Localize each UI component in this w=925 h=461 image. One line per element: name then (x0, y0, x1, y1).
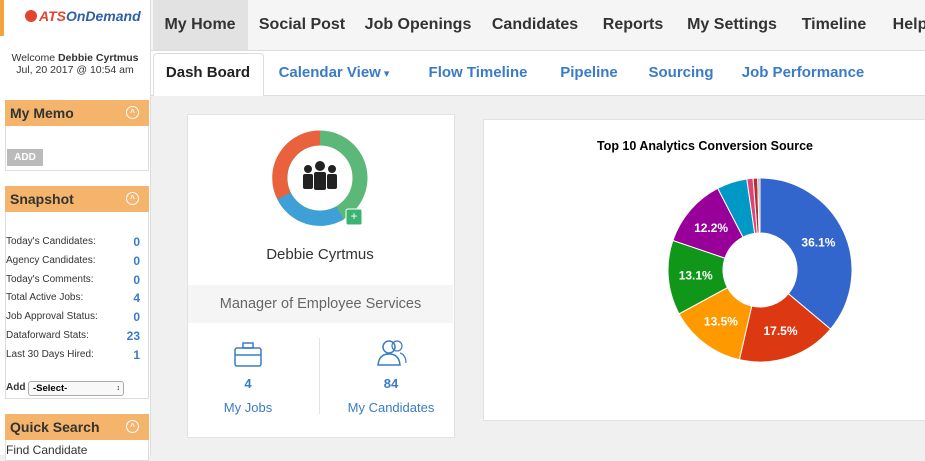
collapse-icon[interactable]: ^ (126, 192, 139, 205)
candidates-icon (377, 340, 407, 366)
add-select[interactable]: -Select- ↕ (28, 381, 124, 396)
avatar: + (272, 130, 368, 226)
memo-header[interactable]: My Memo ^ (5, 100, 149, 126)
snapshot-value[interactable]: 1 (133, 347, 140, 362)
nav-item[interactable]: Social Post (258, 16, 346, 33)
date: Jul, 20 2017 @ 10:54 am (16, 64, 134, 76)
slice-label: 36.1% (801, 236, 835, 250)
pie-slice (757, 177, 761, 234)
quick-search-title: Quick Search (10, 419, 100, 435)
sub-nav-item[interactable]: Job Performance (741, 64, 865, 81)
slice-label: 12.2% (694, 221, 728, 235)
add-label: Add (6, 382, 26, 393)
snapshot-label: Job Approval Status: (6, 311, 98, 323)
snapshot-label: Last 30 Days Hired: (6, 348, 94, 360)
collapse-icon[interactable]: ^ (126, 420, 139, 433)
logo-icon (25, 10, 37, 22)
profile-role: Manager of Employee Services (188, 285, 453, 323)
sub-nav (151, 51, 925, 96)
stat-label[interactable]: My Candidates (347, 400, 435, 415)
quick-search-header[interactable]: Quick Search ^ (5, 414, 149, 440)
snapshot-value[interactable]: 0 (133, 272, 140, 287)
snapshot-label: Today's Candidates: (6, 236, 96, 247)
nav-item[interactable]: Timeline (801, 16, 867, 33)
logo[interactable]: ATSOnDemand (25, 8, 141, 24)
snapshot-body (5, 212, 149, 399)
find-candidate[interactable]: Find Candidate (6, 443, 88, 457)
sub-nav-item[interactable]: Calendar View ▾ (278, 64, 390, 81)
active-tab (153, 53, 264, 96)
nav-item[interactable]: My Home (164, 16, 236, 33)
snapshot-label: Total Active Jobs: (6, 292, 84, 304)
user-name: Debbie Cyrtmus (57, 52, 139, 64)
nav-item[interactable]: Reports (602, 16, 664, 33)
dropdown-caret: ▾ (380, 68, 390, 80)
profile-name: Debbie Cyrtmus (266, 246, 374, 263)
greeting: Welcome (11, 52, 56, 64)
pie-slice (759, 177, 853, 330)
collapse-icon[interactable]: ^ (126, 106, 139, 119)
memo-add-button[interactable]: ADD (7, 149, 43, 166)
snapshot-label: Dataforward Stats: (6, 330, 89, 341)
active-nav-bg (153, 0, 248, 50)
people-icon (303, 161, 337, 190)
plus: + (350, 209, 357, 223)
slice-label: 13.1% (679, 268, 713, 282)
add-photo[interactable] (345, 208, 363, 226)
top-nav (151, 0, 925, 51)
sub-nav-item[interactable]: Flow Timeline (428, 64, 528, 81)
memo-title: My Memo (10, 105, 74, 121)
select-text: -Select- (33, 383, 68, 394)
snapshot-label: Today's Comments: (6, 273, 94, 285)
logo-brand2: OnDemand (65, 8, 141, 24)
nav-item[interactable]: Job Openings (364, 16, 472, 33)
stat-value[interactable]: 4 (244, 376, 252, 391)
snapshot-value[interactable]: 0 (133, 235, 140, 249)
divider (319, 338, 320, 414)
edge-accent (0, 0, 4, 36)
nav-item[interactable]: Candidates (491, 16, 579, 33)
snapshot-label: Agency Candidates: (6, 254, 96, 266)
stat-value[interactable]: 84 (383, 376, 399, 391)
nav-item[interactable]: My Settings (687, 16, 777, 33)
sub-nav-item[interactable]: Dash Board (165, 64, 251, 81)
snapshot-title: Snapshot (10, 191, 74, 207)
snapshot-value[interactable]: 4 (133, 291, 140, 306)
slice-label: 17.5% (763, 324, 797, 338)
slice-label: 13.5% (704, 314, 738, 328)
snapshot-header[interactable]: Snapshot ^ (5, 186, 149, 212)
snapshot-value[interactable]: 0 (133, 253, 140, 268)
chart: Top 10 Analytics Conversion Source 36.1%… (597, 139, 853, 363)
snapshot-value[interactable]: 0 (133, 310, 140, 325)
avatar-ring (272, 130, 321, 200)
sub-nav-item[interactable]: Pipeline (560, 64, 618, 81)
nav-item[interactable]: Help (892, 16, 925, 33)
avatar-ring (277, 192, 344, 226)
welcome: Welcome Debbie Cyrtmus Jul, 20 2017 @ 10… (0, 52, 150, 76)
stat-label[interactable]: My Jobs (223, 400, 273, 415)
sub-nav-item[interactable]: Sourcing (648, 64, 714, 81)
jobs-icon (234, 342, 262, 367)
chart-title: Top 10 Analytics Conversion Source (597, 139, 813, 153)
logo-brand: ATS (39, 8, 66, 24)
snapshot-value[interactable]: 23 (126, 329, 140, 343)
